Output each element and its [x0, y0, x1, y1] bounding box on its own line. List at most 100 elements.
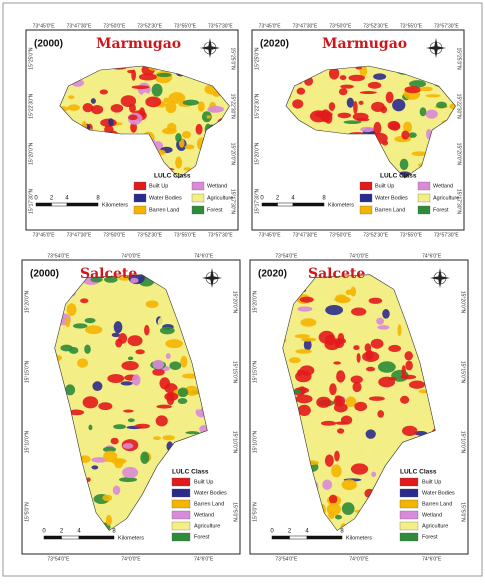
- longitude-label: 73°54'0"E: [275, 253, 298, 259]
- land-patch: [425, 94, 441, 98]
- land-patch: [292, 99, 304, 109]
- scale-bar: [261, 202, 278, 207]
- longitude-label: 73°45'0"E: [259, 232, 282, 238]
- longitude-label: 73°45'0"E: [259, 23, 282, 29]
- land-patch: [185, 431, 200, 435]
- land-patch: [152, 436, 162, 441]
- legend-title: LULC Class: [400, 469, 437, 476]
- latitude-label: 15°25'0"N: [230, 47, 236, 70]
- latitude-label: 15°15'0"N: [460, 361, 466, 384]
- land-patch: [175, 156, 183, 169]
- land-patch: [346, 97, 354, 108]
- legend-label: Wetland: [207, 183, 227, 189]
- land-patch: [400, 395, 410, 404]
- scale-label: 8: [322, 196, 326, 202]
- latitude-label: 15°25'0"N: [254, 47, 260, 70]
- land-patch: [377, 410, 385, 418]
- longitude-label: 74°0'0"E: [121, 253, 141, 259]
- latitude-label: 15°5'0"N: [24, 502, 30, 522]
- land-patch: [362, 410, 380, 420]
- legend-label: Barren Land: [194, 501, 224, 507]
- longitude-label: 73°57'30"E: [208, 232, 233, 238]
- land-patch: [296, 87, 306, 95]
- legend-label: Agriculture: [422, 523, 448, 529]
- land-patch: [175, 133, 182, 143]
- land-patch: [343, 120, 362, 124]
- land-patch: [194, 400, 204, 410]
- land-patch: [122, 442, 134, 449]
- land-patch: [328, 67, 340, 80]
- land-patch: [368, 297, 383, 304]
- legend-swatch: [399, 477, 419, 487]
- land-patch: [64, 384, 76, 396]
- legend-swatch: [399, 532, 419, 542]
- legend-label: Forest: [194, 534, 210, 540]
- legend-swatch: [417, 181, 431, 191]
- land-patch: [181, 131, 192, 139]
- land-patch: [334, 514, 342, 520]
- land-patch: [206, 115, 211, 119]
- land-patch: [145, 96, 162, 108]
- land-patch: [337, 112, 352, 119]
- latitude-label: 15°22'30"N: [28, 93, 34, 118]
- land-patch: [84, 344, 91, 354]
- land-patch: [54, 354, 62, 362]
- land-patch: [113, 321, 123, 334]
- longitude-label: 74°0'0"E: [121, 556, 141, 562]
- land-patch: [382, 309, 390, 319]
- land-patch: [388, 344, 402, 352]
- land-patch: [155, 415, 168, 427]
- legend-swatch: [359, 193, 373, 203]
- legend-title: LULC Class: [172, 469, 209, 476]
- land-patch: [316, 396, 332, 408]
- land-patch: [329, 383, 337, 396]
- land-patch: [110, 437, 119, 445]
- land-patch: [118, 332, 128, 344]
- land-patch: [168, 92, 186, 104]
- land-patch: [60, 344, 73, 352]
- land-patch: [318, 330, 335, 344]
- land-patch: [111, 332, 120, 338]
- latitude-label: 15°20'0"N: [28, 142, 34, 165]
- land-patch: [367, 81, 382, 89]
- land-patch: [334, 450, 340, 462]
- longitude-label: 73°52'30"E: [363, 232, 388, 238]
- latitude-label: 15°20'0"N: [24, 290, 30, 313]
- longitude-label: 73°54'0"E: [47, 253, 70, 259]
- longitude-label: 73°55'0"E: [174, 23, 197, 29]
- scale-bar: [78, 535, 115, 540]
- scale-bar: [43, 535, 62, 540]
- legend-label: Agriculture: [194, 523, 220, 529]
- longitude-label: 74°6'0"E: [194, 253, 214, 259]
- land-patch: [294, 334, 311, 339]
- land-patch: [177, 387, 189, 398]
- land-patch: [130, 277, 139, 284]
- land-patch: [154, 70, 173, 84]
- land-patch: [337, 428, 345, 434]
- scale-label: 8: [112, 529, 116, 535]
- land-patch: [91, 465, 99, 470]
- land-patch: [331, 464, 342, 478]
- land-patch: [333, 361, 341, 365]
- land-patch: [300, 337, 317, 342]
- land-patch: [197, 101, 205, 112]
- longitude-label: 73°52'30"E: [137, 23, 162, 29]
- latitude-label: 15°22'30"N: [254, 93, 260, 118]
- land-patch: [326, 502, 341, 516]
- panel-region: Salcete: [80, 266, 137, 282]
- land-patch: [144, 324, 150, 336]
- land-patch: [295, 370, 312, 383]
- legend-swatch: [171, 477, 191, 487]
- land-patch: [325, 304, 344, 316]
- legend-swatch: [399, 488, 419, 498]
- panel-year: (2000): [30, 269, 59, 280]
- land-patch: [371, 471, 377, 477]
- land-patch: [135, 349, 145, 355]
- scale-label: 4: [77, 529, 81, 535]
- land-patch: [335, 396, 346, 407]
- latitude-label: 15°20'0"N: [456, 143, 462, 166]
- land-patch: [297, 404, 311, 416]
- legend-swatch: [191, 205, 205, 215]
- land-patch: [340, 84, 354, 89]
- land-patch: [90, 98, 96, 104]
